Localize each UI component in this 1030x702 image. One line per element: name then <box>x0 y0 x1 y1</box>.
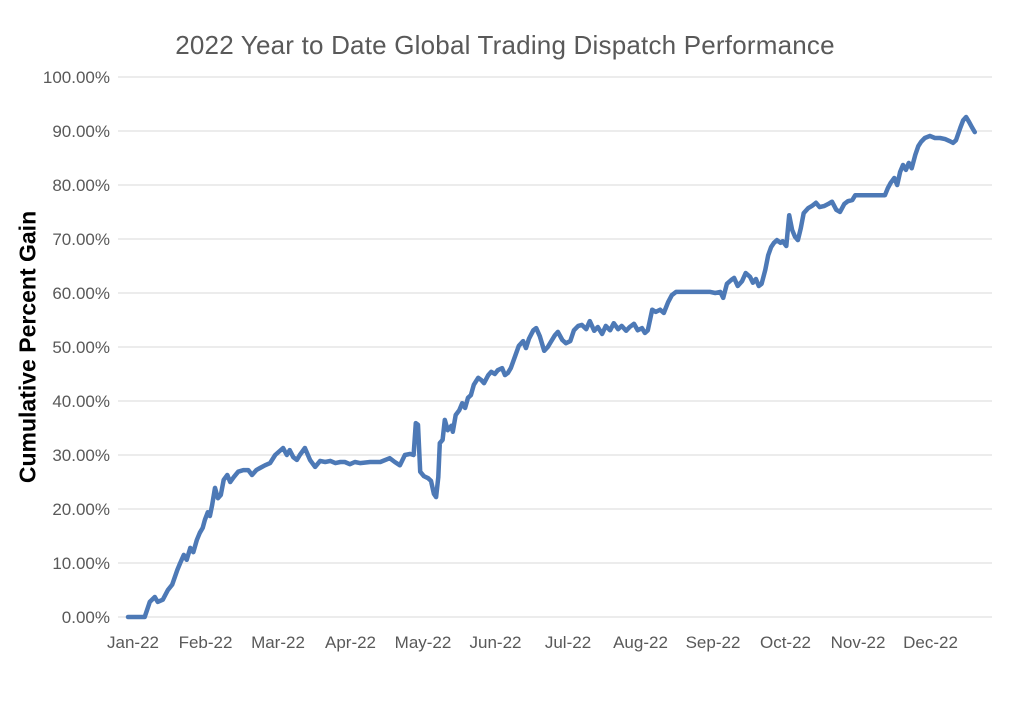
x-tick-label: Jun-22 <box>470 633 522 652</box>
x-tick-label: Mar-22 <box>251 633 305 652</box>
y-tick-label: 40.00% <box>52 392 110 411</box>
x-tick-label: Jul-22 <box>545 633 591 652</box>
y-tick-label: 60.00% <box>52 284 110 303</box>
x-tick-label: Apr-22 <box>325 633 376 652</box>
x-tick-label: Nov-22 <box>831 633 886 652</box>
chart-title: 2022 Year to Date Global Trading Dispatc… <box>175 30 835 60</box>
y-tick-label: 10.00% <box>52 554 110 573</box>
x-tick-label: Oct-22 <box>760 633 811 652</box>
y-tick-label: 20.00% <box>52 500 110 519</box>
x-tick-label: May-22 <box>395 633 452 652</box>
y-tick-label: 0.00% <box>62 608 110 627</box>
x-tick-label: Jan-22 <box>107 633 159 652</box>
x-tick-label: Aug-22 <box>613 633 668 652</box>
y-tick-label: 80.00% <box>52 176 110 195</box>
x-tick-label: Feb-22 <box>179 633 233 652</box>
y-tick-label: 30.00% <box>52 446 110 465</box>
x-tick-label: Dec-22 <box>903 633 958 652</box>
x-tick-label: Sep-22 <box>686 633 741 652</box>
y-tick-label: 100.00% <box>43 68 110 87</box>
y-tick-label: 50.00% <box>52 338 110 357</box>
y-tick-label: 90.00% <box>52 122 110 141</box>
y-tick-label: 70.00% <box>52 230 110 249</box>
performance-line <box>125 114 978 620</box>
